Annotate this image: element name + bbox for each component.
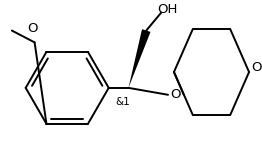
Text: OH: OH — [157, 3, 177, 16]
Text: O: O — [171, 88, 181, 101]
Text: O: O — [252, 61, 262, 74]
Text: &1: &1 — [115, 97, 130, 107]
Text: O: O — [27, 22, 38, 35]
Polygon shape — [128, 29, 151, 88]
